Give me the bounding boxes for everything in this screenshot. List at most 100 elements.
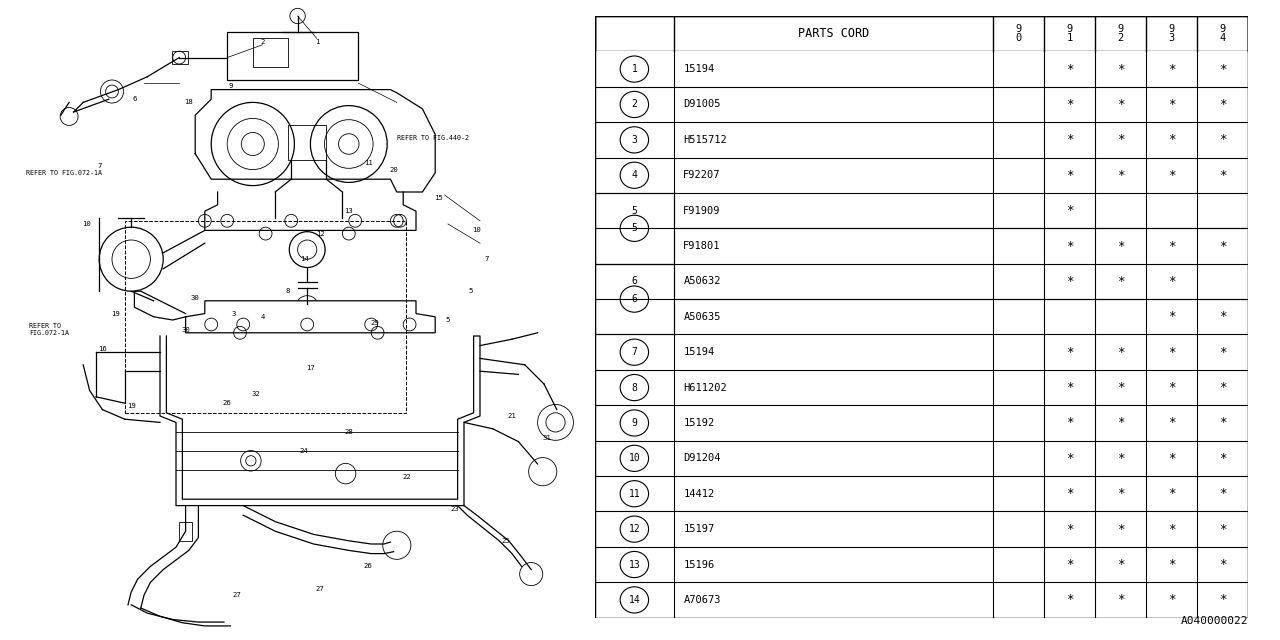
Bar <box>595 16 1248 51</box>
Bar <box>595 476 1248 511</box>
Text: *: * <box>1167 452 1175 465</box>
Text: *: * <box>1117 593 1124 607</box>
Text: 8: 8 <box>285 288 291 294</box>
Text: A040000022: A040000022 <box>1180 616 1248 626</box>
Text: H611202: H611202 <box>684 383 727 392</box>
Text: 8: 8 <box>631 383 637 392</box>
Text: 1: 1 <box>315 38 319 45</box>
Bar <box>253 38 288 67</box>
Text: F91801: F91801 <box>684 241 721 251</box>
Text: *: * <box>1117 487 1124 500</box>
Text: 28: 28 <box>344 429 353 435</box>
Text: *: * <box>1066 346 1074 358</box>
Text: 32: 32 <box>252 390 260 397</box>
Text: 2: 2 <box>260 38 265 45</box>
Text: *: * <box>1066 417 1074 429</box>
Text: D91204: D91204 <box>684 453 721 463</box>
Text: *: * <box>1219 487 1226 500</box>
Text: *: * <box>1167 275 1175 288</box>
Text: *: * <box>1219 452 1226 465</box>
Text: *: * <box>1117 346 1124 358</box>
Text: *: * <box>1167 558 1175 571</box>
Text: PARTS CORD: PARTS CORD <box>797 27 869 40</box>
Text: *: * <box>1167 523 1175 536</box>
Text: *: * <box>1167 593 1175 607</box>
Bar <box>595 157 1248 193</box>
Text: 29: 29 <box>370 320 379 326</box>
Text: 6: 6 <box>631 276 637 287</box>
Text: 18: 18 <box>184 99 193 106</box>
Text: A70673: A70673 <box>684 595 721 605</box>
Text: 4: 4 <box>631 170 637 180</box>
Text: *: * <box>1219 417 1226 429</box>
Polygon shape <box>186 301 435 333</box>
Text: 15194: 15194 <box>684 64 714 74</box>
Text: *: * <box>1219 523 1226 536</box>
Text: 3: 3 <box>631 135 637 145</box>
Text: 7: 7 <box>631 347 637 357</box>
Bar <box>595 547 1248 582</box>
Text: *: * <box>1117 133 1124 147</box>
Text: 30: 30 <box>182 326 189 333</box>
Text: *: * <box>1167 169 1175 182</box>
Text: *: * <box>1167 98 1175 111</box>
Text: A50635: A50635 <box>684 312 721 322</box>
Bar <box>595 370 1248 405</box>
Text: 15194: 15194 <box>684 347 714 357</box>
Text: 10: 10 <box>472 227 481 234</box>
Text: *: * <box>1066 487 1074 500</box>
Text: *: * <box>1219 381 1226 394</box>
Bar <box>595 193 673 264</box>
Text: REFER TO
FIG.072-1A: REFER TO FIG.072-1A <box>28 323 69 336</box>
Text: F91909: F91909 <box>684 205 721 216</box>
Text: REFER TO FIG.440-2: REFER TO FIG.440-2 <box>397 134 468 141</box>
Text: *: * <box>1066 593 1074 607</box>
Text: *: * <box>1219 593 1226 607</box>
Text: 19: 19 <box>127 403 136 410</box>
Text: *: * <box>1117 523 1124 536</box>
Bar <box>595 582 1248 618</box>
Text: D91005: D91005 <box>684 99 721 109</box>
Text: 1: 1 <box>631 64 637 74</box>
Text: 11: 11 <box>628 489 640 499</box>
Text: *: * <box>1066 133 1074 147</box>
Text: H515712: H515712 <box>684 135 727 145</box>
Text: 2: 2 <box>631 99 637 109</box>
Text: 25: 25 <box>502 538 509 544</box>
Text: 10: 10 <box>82 221 91 227</box>
Text: 9
3: 9 3 <box>1169 24 1175 44</box>
Text: 9: 9 <box>631 418 637 428</box>
Text: 13: 13 <box>628 559 640 570</box>
Text: 12: 12 <box>316 230 324 237</box>
Text: 30: 30 <box>191 294 200 301</box>
Text: 12: 12 <box>628 524 640 534</box>
Text: *: * <box>1066 452 1074 465</box>
Text: *: * <box>1219 558 1226 571</box>
Text: 9
1: 9 1 <box>1066 24 1073 44</box>
Bar <box>288 125 326 160</box>
Text: 13: 13 <box>344 208 353 214</box>
Text: A50632: A50632 <box>684 276 721 287</box>
Text: *: * <box>1066 558 1074 571</box>
Text: *: * <box>1167 417 1175 429</box>
Text: *: * <box>1066 275 1074 288</box>
Text: 23: 23 <box>451 506 458 512</box>
Bar <box>228 32 358 80</box>
Text: 15196: 15196 <box>684 559 714 570</box>
Text: *: * <box>1117 417 1124 429</box>
Text: *: * <box>1066 169 1074 182</box>
Text: 5: 5 <box>631 223 637 234</box>
Text: 21: 21 <box>508 413 516 419</box>
Text: 16: 16 <box>99 346 106 352</box>
Text: *: * <box>1117 452 1124 465</box>
Bar <box>172 51 188 64</box>
Text: 27: 27 <box>316 586 324 592</box>
Text: *: * <box>1066 98 1074 111</box>
Bar <box>595 264 673 335</box>
Bar <box>595 228 1248 264</box>
Text: *: * <box>1117 98 1124 111</box>
Text: 14412: 14412 <box>684 489 714 499</box>
Text: *: * <box>1167 346 1175 358</box>
Text: 4: 4 <box>260 314 265 320</box>
Text: *: * <box>1066 63 1074 76</box>
